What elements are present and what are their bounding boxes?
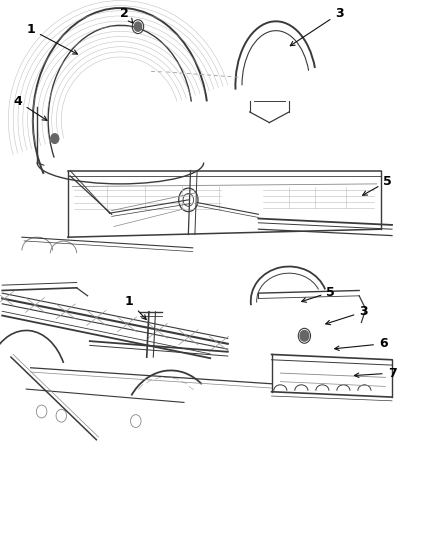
Text: 6: 6 — [335, 337, 388, 351]
Text: 1: 1 — [26, 23, 78, 54]
Text: 5: 5 — [363, 175, 392, 195]
Text: 5: 5 — [302, 286, 335, 302]
Text: 4: 4 — [13, 95, 47, 120]
Circle shape — [51, 134, 59, 143]
Text: 7: 7 — [354, 367, 396, 379]
Text: 1: 1 — [125, 295, 146, 319]
Text: 3: 3 — [326, 305, 368, 325]
Text: 3: 3 — [290, 7, 344, 46]
Circle shape — [134, 21, 142, 32]
Text: 2: 2 — [120, 7, 133, 23]
Circle shape — [300, 330, 309, 341]
